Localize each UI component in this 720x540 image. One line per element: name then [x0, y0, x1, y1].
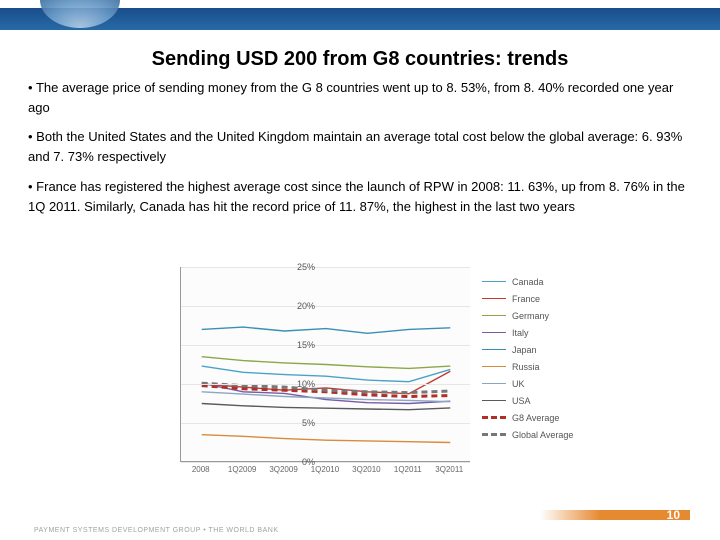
legend-label: Canada: [512, 277, 544, 287]
grid-line: [181, 267, 470, 268]
footer-bar: [30, 510, 690, 520]
x-tick-label: 1Q2009: [221, 465, 262, 474]
grid-line: [181, 423, 470, 424]
legend-label: Italy: [512, 328, 529, 338]
legend-item: Germany: [482, 307, 602, 324]
legend-item: Canada: [482, 273, 602, 290]
bullet-text: The average price of sending money from …: [28, 80, 673, 115]
bullet-item: • Both the United States and the United …: [28, 127, 692, 167]
y-tick-label: 5%: [302, 418, 315, 428]
grid-line: [181, 345, 470, 346]
legend-label: UK: [512, 379, 525, 389]
legend-item: Italy: [482, 324, 602, 341]
page-number: 10: [667, 508, 680, 522]
legend-item: Russia: [482, 358, 602, 375]
bullet-item: • The average price of sending money fro…: [28, 78, 692, 118]
chart-legend: Canada France Germany Italy Japan Russia UK USA…: [482, 273, 602, 443]
page-title: Sending USD 200 from G8 countries: trend…: [0, 48, 720, 71]
legend-label: Russia: [512, 362, 540, 372]
x-tick-label: 1Q2011: [387, 465, 428, 474]
y-tick-label: 15%: [297, 340, 315, 350]
series-line: [202, 357, 451, 369]
series-line: [202, 435, 451, 443]
legend-swatch: [482, 383, 506, 384]
x-tick-label: 3Q2009: [263, 465, 304, 474]
x-tick-label: 3Q2011: [429, 465, 470, 474]
legend-swatch: [482, 281, 506, 282]
chart-plot-area: [180, 267, 470, 462]
footer-text: PAYMENT SYSTEMS DEVELOPMENT GROUP • THE …: [34, 527, 279, 534]
y-tick-label: 10%: [297, 379, 315, 389]
legend-label: G8 Average: [512, 413, 559, 423]
x-tick-label: 3Q2010: [346, 465, 387, 474]
legend-label: Germany: [512, 311, 549, 321]
legend-item: USA: [482, 392, 602, 409]
legend-item: Global Average: [482, 426, 602, 443]
legend-swatch: [482, 349, 506, 350]
legend-swatch: [482, 433, 506, 436]
legend-item: UK: [482, 375, 602, 392]
grid-line: [181, 462, 470, 463]
legend-swatch: [482, 332, 506, 333]
legend-swatch: [482, 315, 506, 316]
series-line: [202, 404, 451, 410]
bullet-item: • France has registered the highest aver…: [28, 177, 692, 217]
legend-label: France: [512, 294, 540, 304]
legend-label: USA: [512, 396, 531, 406]
legend-swatch: [482, 400, 506, 401]
y-tick-label: 0%: [302, 457, 315, 467]
line-chart: 20081Q20093Q20091Q20103Q20101Q20113Q2011…: [140, 265, 610, 495]
legend-swatch: [482, 416, 506, 419]
bullet-text: Both the United States and the United Ki…: [28, 129, 682, 164]
bullet-list: • The average price of sending money fro…: [28, 78, 692, 226]
top-banner: [0, 0, 720, 38]
bullet-text: France has registered the highest averag…: [28, 179, 685, 214]
legend-item: France: [482, 290, 602, 307]
grid-line: [181, 306, 470, 307]
legend-swatch: [482, 366, 506, 367]
grid-line: [181, 384, 470, 385]
x-axis-labels: 20081Q20093Q20091Q20103Q20101Q20113Q2011: [180, 465, 470, 474]
chart-lines: [181, 267, 471, 462]
legend-swatch: [482, 298, 506, 299]
y-tick-label: 25%: [297, 262, 315, 272]
x-tick-label: 2008: [180, 465, 221, 474]
y-tick-label: 20%: [297, 301, 315, 311]
legend-label: Japan: [512, 345, 537, 355]
legend-item: Japan: [482, 341, 602, 358]
legend-item: G8 Average: [482, 409, 602, 426]
series-line: [202, 327, 451, 333]
legend-label: Global Average: [512, 430, 573, 440]
